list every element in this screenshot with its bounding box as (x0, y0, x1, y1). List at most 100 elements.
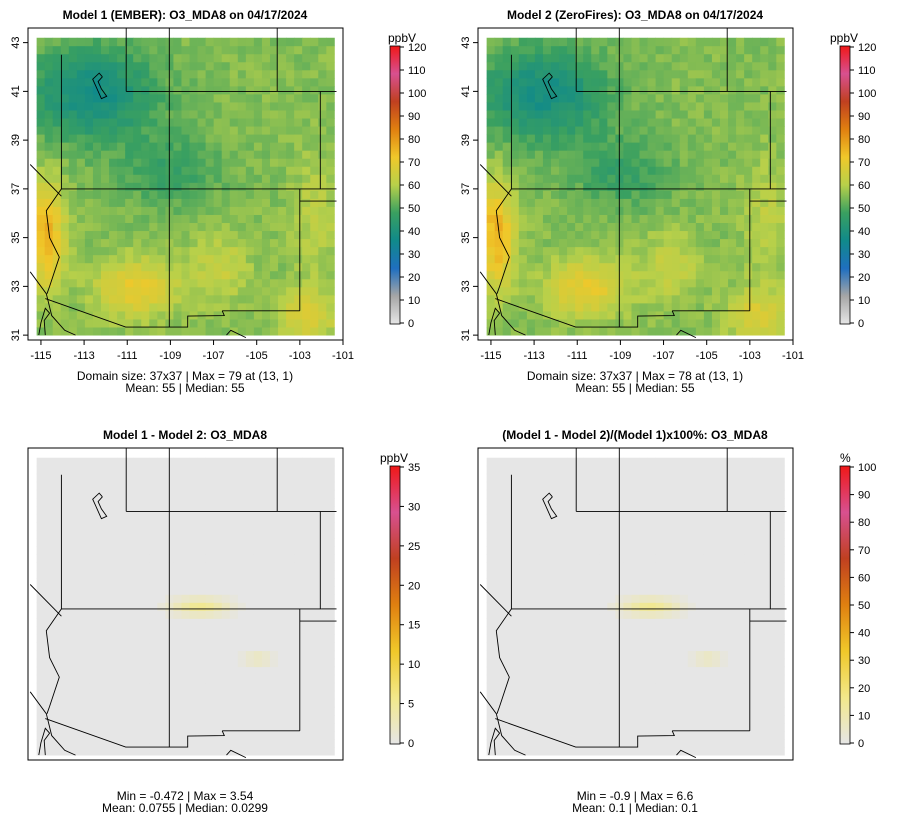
grid-cell (133, 698, 142, 708)
grid-cell (149, 246, 158, 256)
grid-cell (286, 230, 295, 240)
grid-cell (173, 722, 182, 732)
grid-cell (36, 158, 46, 167)
grid-cell (494, 150, 504, 159)
grid-cell (278, 214, 287, 224)
grid-cell (559, 94, 568, 103)
grid-cell (141, 262, 150, 272)
grid-cell (591, 126, 600, 135)
grid-cell (736, 61, 745, 71)
grid-cell (141, 538, 150, 547)
grid-cell (687, 158, 697, 167)
grid-cell (133, 530, 142, 539)
grid-cell (60, 747, 70, 756)
grid-cell (197, 698, 207, 708)
grid-cell (197, 634, 207, 644)
grid-cell (68, 634, 78, 644)
grid-cell (189, 69, 198, 79)
grid-cell (607, 522, 616, 531)
grid-cell (84, 682, 94, 692)
grid-cell (261, 489, 271, 499)
grid-cell (679, 166, 689, 175)
grid-cell (583, 473, 592, 483)
grid-cell (173, 319, 182, 328)
grid-cell (310, 230, 319, 240)
grid-cell (623, 578, 632, 587)
grid-cell (213, 134, 223, 143)
grid-cell (52, 77, 62, 87)
grid-cell (197, 126, 207, 135)
grid-cell (752, 311, 761, 320)
grid-cell (44, 311, 54, 320)
grid-cell (671, 230, 681, 240)
grid-cell (221, 610, 231, 619)
grid-cell (318, 610, 327, 619)
grid-cell (294, 505, 303, 515)
grid-cell (101, 610, 110, 619)
grid-cell (157, 489, 166, 499)
grid-cell (494, 311, 504, 320)
grid-cell (197, 658, 207, 668)
grid-cell (189, 457, 198, 467)
grid-cell (109, 61, 118, 71)
grid-cell (736, 174, 745, 183)
grid-cell (269, 77, 279, 87)
grid-cell (294, 327, 303, 336)
grid-cell (60, 45, 70, 55)
grid-cell (245, 238, 255, 248)
grid-cell (253, 198, 263, 207)
grid-cell (510, 61, 520, 71)
grid-cell (719, 182, 729, 191)
grid-cell (36, 69, 46, 79)
grid-cell (583, 134, 592, 143)
grid-cell (205, 110, 215, 119)
grid-cell (575, 698, 584, 708)
grid-cell (310, 722, 319, 732)
grid-cell (567, 286, 576, 296)
grid-cell (518, 522, 528, 531)
grid-cell (534, 174, 544, 183)
grid-cell (526, 554, 536, 563)
y-tick-label: 43 (10, 37, 22, 49)
grid-cell (663, 190, 673, 199)
grid-cell (68, 94, 78, 103)
grid-cell (575, 554, 584, 563)
grid-cell (526, 731, 536, 740)
grid-cell (221, 497, 231, 507)
grid-cell (229, 546, 239, 555)
grid-cell (181, 110, 190, 119)
grid-cell (189, 270, 198, 280)
grid-cell (310, 473, 319, 483)
grid-cell (318, 586, 327, 595)
grid-cell (551, 650, 560, 660)
grid-cell (213, 465, 223, 475)
grid-cell (599, 254, 608, 264)
grid-cell (575, 650, 584, 660)
grid-cell (101, 238, 110, 248)
grid-cell (133, 690, 142, 700)
grid-cell (583, 327, 592, 336)
grid-cell (261, 302, 271, 312)
grid-cell (623, 546, 632, 555)
grid-cell (486, 246, 496, 256)
grid-cell (518, 698, 528, 708)
grid-cell (52, 278, 62, 288)
grid-cell (76, 546, 86, 555)
grid-cell (189, 222, 198, 232)
grid-cell (526, 538, 536, 547)
grid-cell (76, 142, 86, 151)
grid-cell (494, 45, 504, 55)
grid-cell (326, 262, 335, 272)
grid-cell (36, 465, 46, 475)
grid-cell (679, 319, 689, 328)
grid-cell (575, 327, 584, 336)
grid-cell (687, 118, 697, 127)
grid-cell (189, 61, 198, 71)
grid-cell (711, 254, 721, 264)
grid-cell (205, 457, 215, 467)
grid-cell (173, 522, 182, 531)
grid-cell (213, 174, 223, 183)
grid-cell (551, 327, 560, 336)
grid-cell (101, 214, 110, 224)
grid-cell (599, 731, 608, 740)
